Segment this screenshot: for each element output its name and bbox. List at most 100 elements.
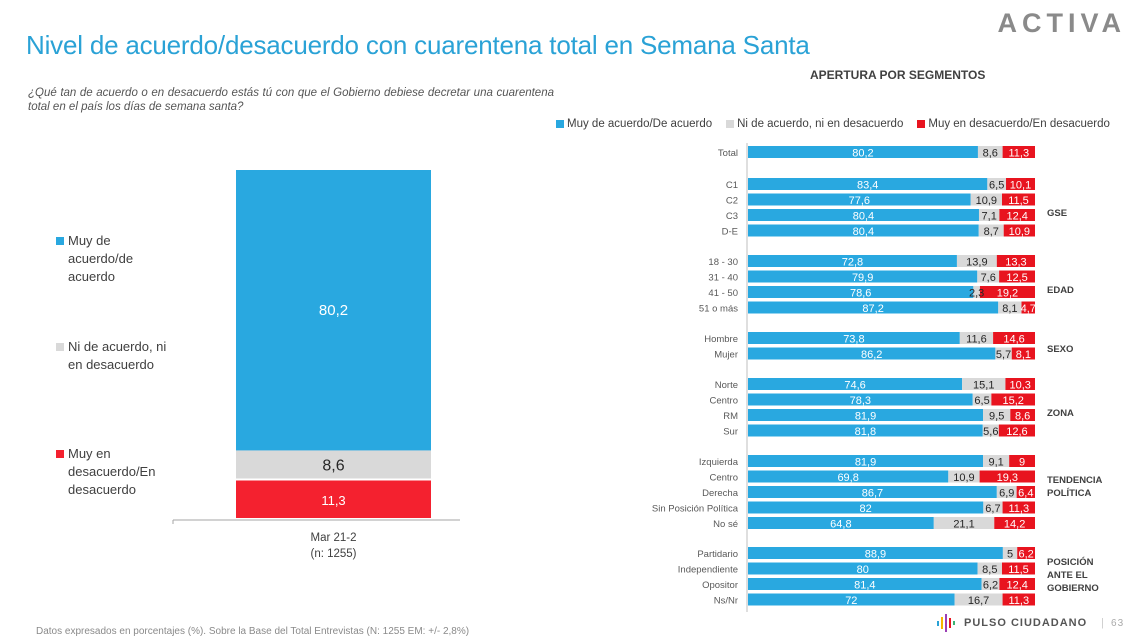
bar-segment-agree — [748, 547, 1003, 559]
x-tick-sublabel: (n: 1255) — [310, 548, 356, 560]
bar-segment-disagree — [1011, 347, 1035, 360]
data-label-disagree: 11,3 — [1009, 148, 1030, 160]
legend-label-disagree: Muy en desacuerdo/En desacuerdo — [68, 446, 156, 497]
data-label-neutral: 6,2 — [983, 580, 998, 592]
bar-segment-neutral — [973, 286, 980, 298]
footer-separator: | — [1101, 617, 1106, 629]
row-label: 41 - 50 — [708, 288, 738, 299]
bar-segment-disagree — [1016, 486, 1035, 498]
legend-swatch-neutral — [726, 120, 735, 128]
group-label: SEXO — [1047, 344, 1074, 355]
data-label-neutral: 6,7 — [985, 503, 1000, 515]
row-label: Partidario — [697, 549, 738, 560]
bar-segment-disagree — [236, 480, 431, 518]
data-label-disagree: 4,7 — [1021, 303, 1036, 315]
legend-top-agree: Muy de acuerdo/De acuerdo — [556, 118, 712, 130]
bar-segment-disagree — [1005, 378, 1035, 390]
data-label-neutral: 7,1 — [982, 211, 997, 223]
pulso-logo-icon — [937, 614, 955, 632]
data-label-disagree: 13,3 — [1005, 257, 1026, 269]
legend-top-neutral-label: Ni de acuerdo, ni en desacuerdo — [737, 118, 904, 130]
data-label-neutral: 5,6 — [983, 426, 998, 438]
legend-top-disagree: Muy en desacuerdo/En desacuerdo — [917, 118, 1110, 130]
data-label-agree: 72,8 — [842, 257, 863, 269]
data-label-neutral: 8,6 — [322, 457, 344, 474]
bar-segment-disagree — [1002, 501, 1035, 514]
data-label-disagree: 6,2 — [1018, 549, 1033, 561]
data-label-disagree: 6,4 — [1018, 488, 1033, 500]
data-label-disagree: 12,4 — [1006, 580, 1027, 592]
bar-segment-neutral — [948, 470, 980, 483]
data-label-neutral: 2,3 — [969, 288, 984, 300]
data-label-agree: 69,8 — [837, 472, 858, 484]
bar-segment-agree — [748, 270, 978, 283]
bar-segment-agree — [748, 470, 949, 483]
data-label-disagree: 15,2 — [1002, 395, 1023, 407]
row-label: Centro — [709, 396, 738, 407]
data-label-neutral: 10,9 — [953, 472, 974, 484]
bar-segment-disagree — [1001, 562, 1035, 575]
bar-segment-agree — [748, 578, 982, 590]
row-label: C3 — [726, 211, 738, 222]
data-label-agree: 81,8 — [855, 426, 876, 438]
legend-label-agree: Muy de acuerdo/de acuerdo — [68, 233, 134, 284]
bar-segment-neutral — [1002, 547, 1018, 559]
row-label: Independiente — [678, 565, 738, 576]
data-label-agree: 81,4 — [854, 580, 875, 592]
data-label-neutral: 8,5 — [982, 564, 997, 576]
row-label: Opositor — [702, 580, 738, 591]
data-label-disagree: 8,1 — [1016, 349, 1031, 361]
row-label: Total — [718, 148, 738, 159]
data-label-agree: 72 — [845, 595, 857, 607]
legend-swatch-agree — [56, 237, 64, 245]
row-label: Sin Posición Política — [652, 504, 739, 515]
bar-segment-neutral — [978, 224, 1004, 237]
data-label-agree: 86,2 — [861, 349, 882, 361]
segments-title: APERTURA POR SEGMENTOS — [810, 68, 986, 82]
bar-segment-neutral — [995, 347, 1012, 360]
bar-segment-disagree — [999, 578, 1035, 590]
data-label-agree: 81,9 — [855, 457, 876, 469]
row-label: RM — [723, 411, 738, 422]
bar-segment-disagree — [994, 517, 1035, 529]
group-label: ZONA — [1047, 408, 1074, 419]
bar-segment-neutral — [977, 146, 1003, 158]
bar-segment-agree — [748, 593, 955, 606]
bar-segment-neutral — [962, 378, 1006, 390]
row-label: Mujer — [714, 350, 738, 361]
data-label-agree: 87,2 — [862, 303, 883, 315]
bar-segment-neutral — [981, 578, 1000, 590]
row-label: Centro — [709, 473, 738, 484]
data-label-neutral: 13,9 — [966, 257, 987, 269]
bar-segment-disagree — [979, 470, 1035, 483]
data-label-agree: 78,6 — [850, 288, 871, 300]
data-label-disagree: 10,9 — [1009, 226, 1030, 238]
legend-item-neutral: Ni de acuerdo, ni en desacuerdo — [56, 338, 176, 374]
legend-top-agree-label: Muy de acuerdo/De acuerdo — [567, 118, 713, 130]
bar-segment-neutral — [970, 193, 1002, 206]
data-label-neutral: 15,1 — [973, 380, 994, 392]
group-label: POSICIÓN ANTE EL GOBIERNO — [1047, 557, 1099, 594]
bar-segment-agree — [748, 332, 960, 344]
row-label: No sé — [713, 519, 738, 530]
activa-logo: ACTIVA — [997, 8, 1126, 38]
segments-legend: Muy de acuerdo/De acuerdo Ni de acuerdo,… — [556, 118, 1110, 130]
bar-segment-disagree — [996, 255, 1035, 267]
row-label: 51 o más — [699, 304, 738, 315]
bar-segment-agree — [748, 393, 973, 406]
data-label-neutral: 9,1 — [988, 457, 1003, 469]
row-label: Ns/Nr — [714, 596, 738, 607]
row-label: Hombre — [704, 334, 738, 345]
bar-segment-neutral — [978, 209, 1000, 221]
row-label: D-E — [722, 227, 738, 238]
bar-segment-disagree — [993, 332, 1035, 344]
data-label-agree: 80,4 — [853, 226, 874, 238]
bar-segment-neutral — [983, 409, 1011, 421]
pulso-ciudadano-brand: PULSO CIUDADANO | 63 — [936, 614, 1124, 632]
data-label-agree: 78,3 — [850, 395, 871, 407]
bar-segment-agree — [748, 178, 988, 190]
bar-segment-agree — [748, 424, 983, 437]
data-label-disagree: 19,3 — [997, 472, 1018, 484]
bar-segment-disagree — [999, 209, 1035, 221]
bar-segment-neutral — [996, 486, 1017, 498]
